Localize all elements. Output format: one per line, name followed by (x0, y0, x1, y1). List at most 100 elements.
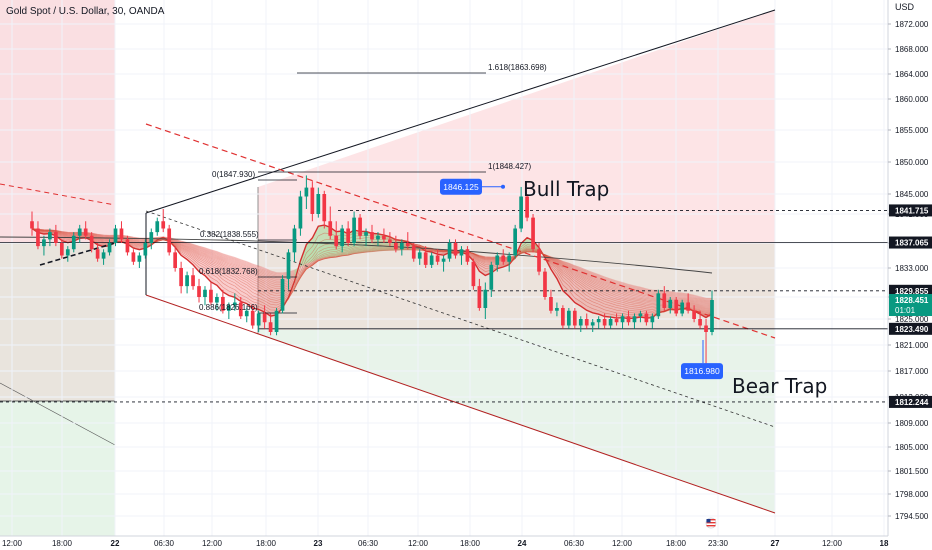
lower-channel-line (145, 294, 776, 514)
candle (274, 308, 279, 336)
candle (54, 224, 58, 247)
candle (614, 313, 619, 326)
fib-level-label: 0.382(1838.555) (200, 230, 259, 239)
candle-body (262, 313, 267, 323)
candle (501, 249, 506, 265)
candle-body (477, 286, 482, 308)
candle (179, 261, 183, 294)
candle (471, 258, 476, 290)
candle-body (89, 235, 94, 250)
us-flag-stripe (706, 519, 716, 521)
candle-body (399, 243, 404, 250)
time-axis-tick-label: 06:30 (154, 539, 175, 548)
price-axis-tick-label: 1817.000 (895, 367, 929, 376)
ema-ribbon-segment (234, 257, 241, 302)
time-axis-tick-label: 12:00 (822, 539, 843, 548)
candle (238, 297, 243, 319)
candle (59, 239, 64, 259)
candle-body (119, 228, 124, 240)
candle-body (513, 228, 518, 256)
candle (77, 224, 82, 243)
candle-body (483, 289, 488, 308)
candle (644, 310, 649, 326)
candle (376, 232, 380, 247)
candle-body (680, 302, 685, 314)
bear-trap-label: Bear Trap (732, 374, 827, 398)
candle (590, 319, 595, 332)
candle (155, 217, 160, 236)
candle (137, 252, 142, 268)
candle (149, 228, 154, 250)
time-axis-tick-label: 22 (111, 539, 120, 548)
candle (525, 194, 529, 222)
candle (632, 313, 637, 329)
candle (30, 211, 34, 236)
candle-body (215, 297, 219, 303)
ema-ribbon-segment (586, 269, 593, 313)
candle (638, 310, 643, 323)
ema-ribbon-segment (634, 285, 641, 319)
candle-body (626, 316, 631, 323)
candle (107, 239, 112, 256)
descending-dotted-line (145, 210, 776, 428)
candle-body (42, 239, 46, 247)
candle (161, 209, 166, 233)
candle-body (549, 297, 553, 311)
candle-body (352, 217, 356, 243)
candle-body (489, 264, 494, 290)
price-tag-label: 1841.715 (895, 206, 929, 215)
ema-ribbon-segment (240, 259, 247, 304)
candle (226, 302, 231, 319)
fib-level-label: 1(1848.427) (488, 162, 531, 171)
candle-body (656, 293, 661, 317)
candle (507, 252, 512, 272)
candle-body (686, 302, 690, 311)
candle (453, 239, 458, 259)
ema-line (31, 228, 712, 302)
candle-body (376, 235, 380, 240)
candle (125, 235, 130, 256)
candle-body (495, 255, 500, 265)
ema-ribbon-segment (562, 261, 569, 297)
candle (531, 214, 535, 253)
candle-body (578, 319, 583, 326)
fib-level-label: 0.886(1826.166) (199, 303, 258, 312)
candle-body (698, 319, 702, 326)
candle (680, 299, 685, 317)
candle-body (48, 232, 52, 240)
ema-ribbon-segment (431, 248, 438, 255)
time-axis-tick-label: 18:00 (52, 539, 73, 548)
candle (113, 224, 118, 247)
candle (656, 289, 661, 319)
candle (429, 252, 434, 268)
candle-body (155, 221, 160, 233)
ema-ribbon-segment (97, 234, 104, 247)
candle (304, 175, 309, 209)
candle (405, 232, 410, 250)
candle (352, 211, 356, 247)
candle (71, 232, 76, 253)
time-axis-tick-label: 27 (771, 539, 780, 548)
price-tag-label: 1812.244 (895, 398, 929, 407)
candle-body (441, 258, 446, 262)
candle-body (101, 252, 106, 259)
candle (48, 228, 52, 247)
candle-body (674, 299, 679, 314)
candle (519, 186, 523, 233)
candle-body (131, 252, 136, 262)
candle (340, 224, 345, 253)
ema-ribbon-segment (622, 282, 629, 319)
candle (119, 221, 124, 243)
slow-average-line (0, 236, 713, 274)
candle-body (298, 196, 303, 229)
candle (561, 305, 565, 329)
price-tag-box (889, 294, 932, 317)
price-tag-label: 1829.855 (895, 287, 929, 296)
candle (36, 221, 40, 250)
candle (411, 243, 416, 262)
candle-body (382, 235, 386, 240)
candle-body (704, 325, 708, 332)
candle-body (650, 316, 655, 323)
candle (674, 297, 679, 317)
